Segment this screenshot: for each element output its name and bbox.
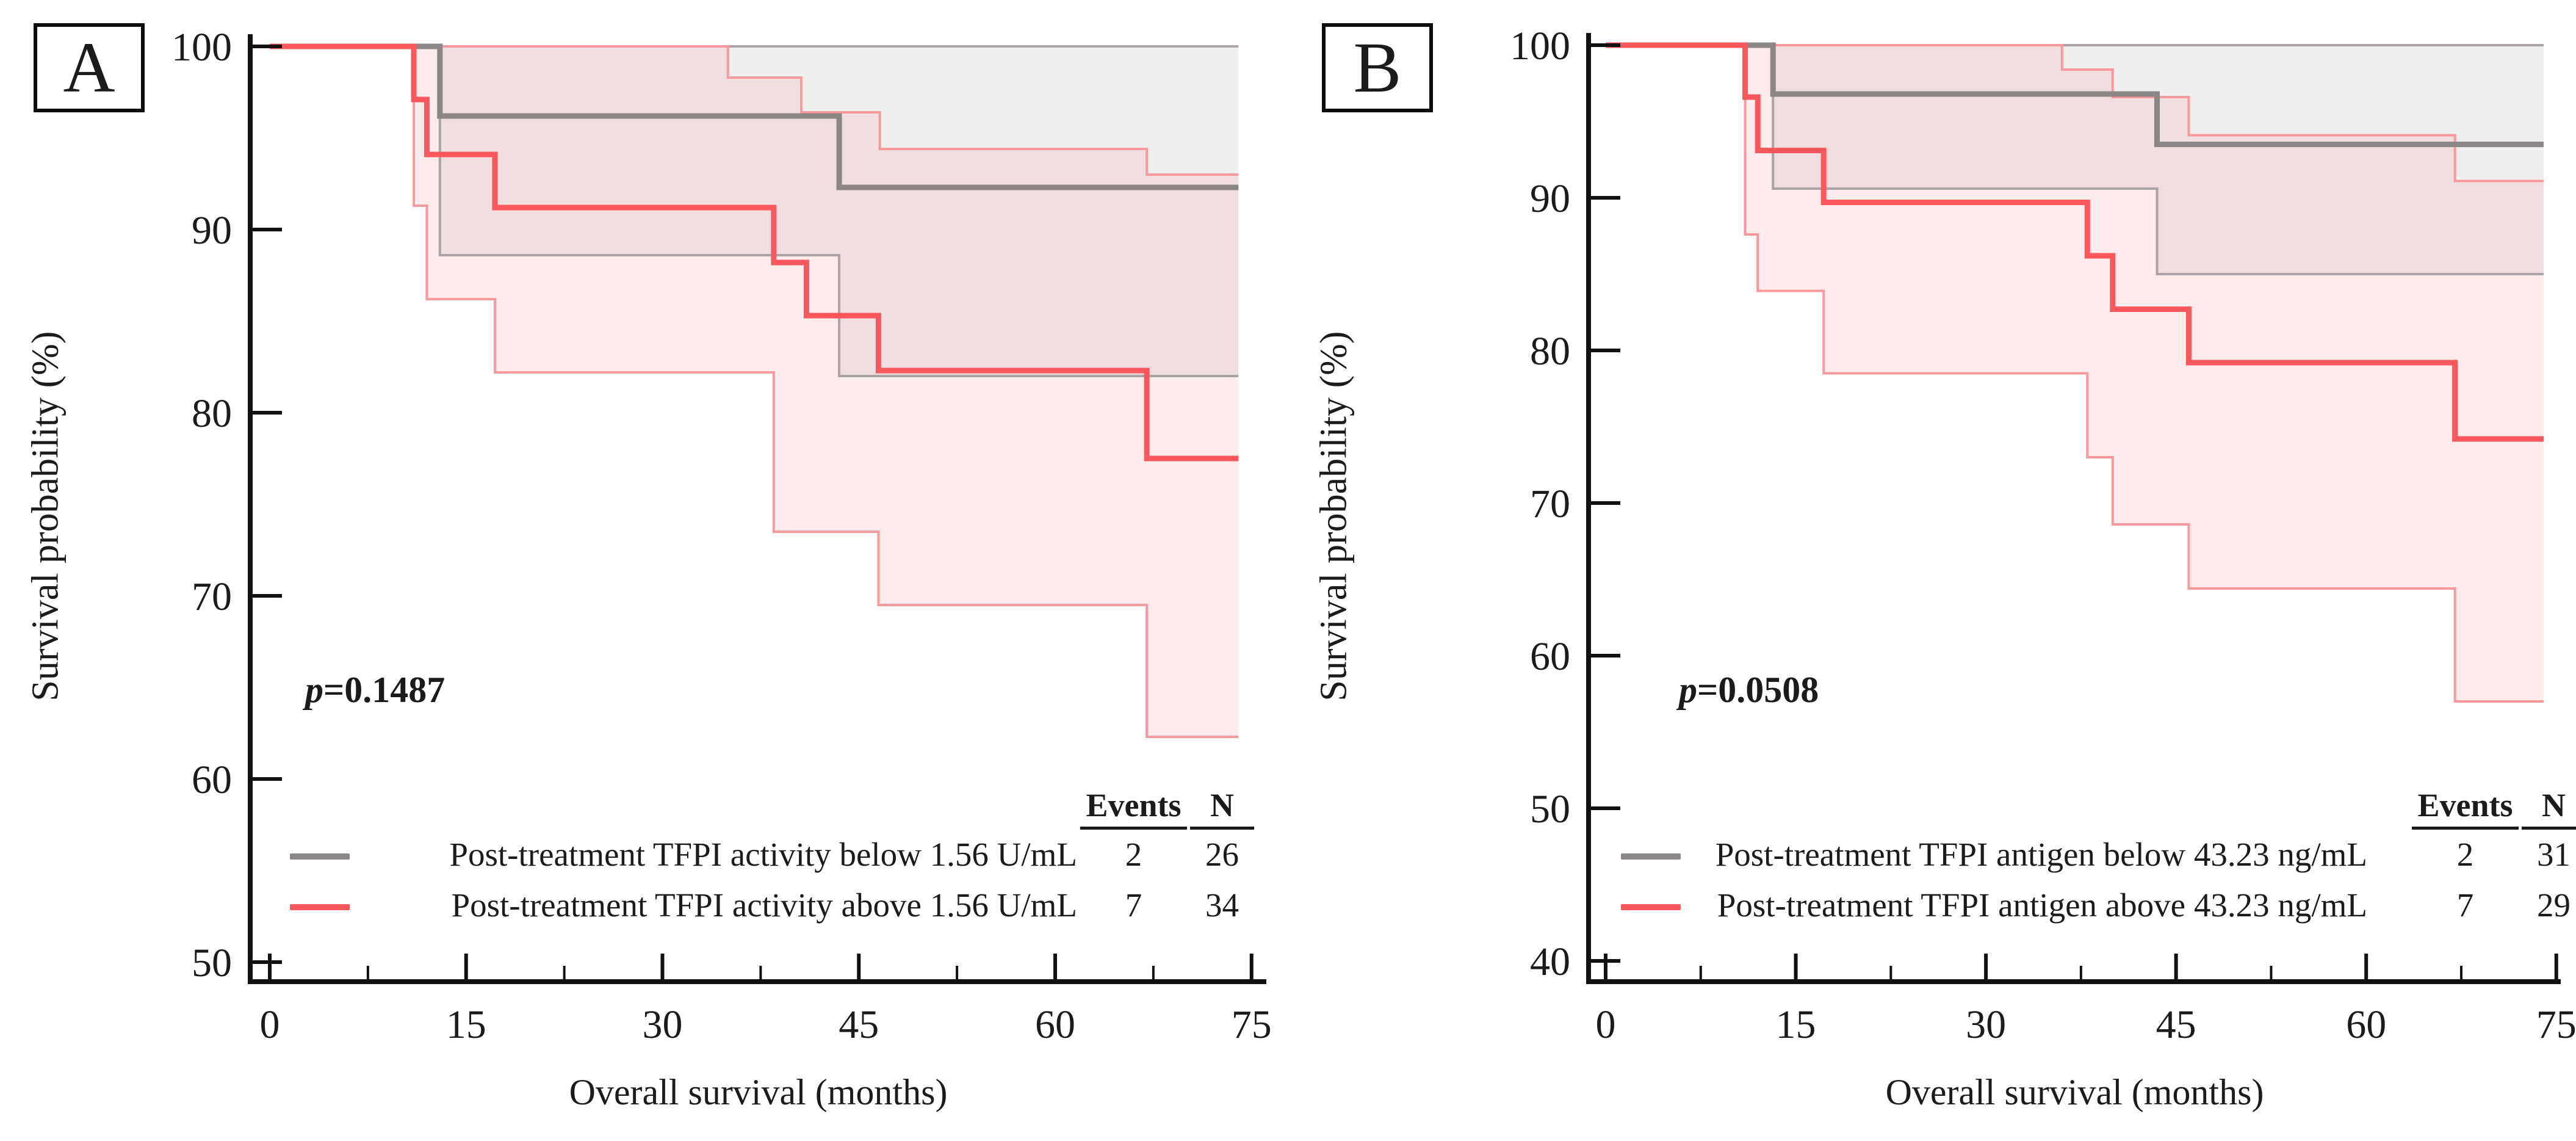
p-number-a: =0.1487 bbox=[323, 670, 446, 710]
x-tick-label: 30 bbox=[643, 1002, 683, 1047]
ci-upper-above-threshold bbox=[270, 45, 1239, 176]
km-chart-panel-a: 100 90 80 70 60 50 0 15 30 45 60 75 bbox=[171, 25, 1272, 1047]
y-tick-label: 70 bbox=[192, 574, 232, 619]
ci-band-above-threshold bbox=[270, 46, 1239, 737]
p-symbol-b: p bbox=[1679, 670, 1697, 710]
ci-band-below-threshold bbox=[1606, 45, 2544, 274]
x-tick-label: 60 bbox=[2346, 1002, 2386, 1047]
x-tick-label: 60 bbox=[1035, 1002, 1075, 1047]
p-value-b: p=0.0508 bbox=[1679, 669, 1819, 711]
p-symbol-a: p bbox=[305, 670, 323, 710]
p-value-a: p=0.1487 bbox=[305, 669, 445, 711]
y-axis-title-b: Survival probability (%) bbox=[1313, 331, 1355, 701]
ci-band-below-threshold bbox=[270, 46, 1239, 376]
axes bbox=[248, 34, 1266, 984]
ci-lower-above-threshold bbox=[270, 45, 1239, 738]
y-tick-label: 50 bbox=[1530, 787, 1570, 831]
y-tick-label: 100 bbox=[1510, 24, 1570, 68]
y-tick-label: 70 bbox=[1530, 482, 1570, 526]
p-number-b: =0.0508 bbox=[1697, 670, 1819, 710]
panel-label-box-b: B bbox=[1322, 23, 1433, 112]
km-curve-above-threshold bbox=[1606, 42, 2544, 442]
y-tick-label: 80 bbox=[192, 391, 232, 436]
ci-lower-above-threshold bbox=[1606, 44, 2544, 703]
x-tick-label: 30 bbox=[1966, 1002, 2006, 1047]
panel-label-box-a: A bbox=[34, 23, 145, 112]
y-tick-label: 90 bbox=[192, 208, 232, 253]
x-tick-label: 15 bbox=[446, 1002, 486, 1047]
panel-b: 100 90 80 70 60 50 40 0 15 30 45 60 75 B Survival pr… bbox=[1288, 0, 2576, 1141]
ci-upper-above-threshold bbox=[1606, 44, 2544, 183]
y-tick-label: 50 bbox=[192, 941, 232, 985]
axes bbox=[1586, 33, 2561, 984]
y-tick-label: 60 bbox=[1530, 634, 1570, 679]
panel-letter-b: B bbox=[1353, 27, 1402, 107]
x-tick-label: 75 bbox=[2536, 1002, 2576, 1047]
x-tick-label: 45 bbox=[2156, 1002, 2196, 1047]
x-tick-label: 15 bbox=[1776, 1002, 1816, 1047]
y-tick-label: 80 bbox=[1530, 329, 1570, 374]
y-tick-label: 40 bbox=[1530, 940, 1570, 984]
y-tick-label: 60 bbox=[192, 758, 232, 802]
y-axis-title-a: Survival probability (%) bbox=[24, 331, 67, 701]
y-tick-label: 100 bbox=[171, 25, 232, 70]
x-tick-label: 45 bbox=[839, 1002, 879, 1047]
km-chart-panel-b: 100 90 80 70 60 50 40 0 15 30 45 60 75 bbox=[1510, 24, 2576, 1047]
panel-letter-a: A bbox=[63, 27, 115, 107]
km-curve-above-threshold bbox=[270, 43, 1239, 462]
x-tick-label: 0 bbox=[1596, 1002, 1616, 1047]
y-tick-label: 90 bbox=[1530, 176, 1570, 221]
x-axis-title-b: Overall survival (months) bbox=[1885, 1072, 2264, 1112]
x-axis-title-a: Overall survival (months) bbox=[569, 1072, 948, 1112]
x-tick-label: 75 bbox=[1232, 1002, 1272, 1047]
x-tick-label: 0 bbox=[260, 1002, 280, 1047]
panel-a: 100 90 80 70 60 50 0 15 30 45 60 75 A Survival prob… bbox=[24, 23, 1272, 1112]
